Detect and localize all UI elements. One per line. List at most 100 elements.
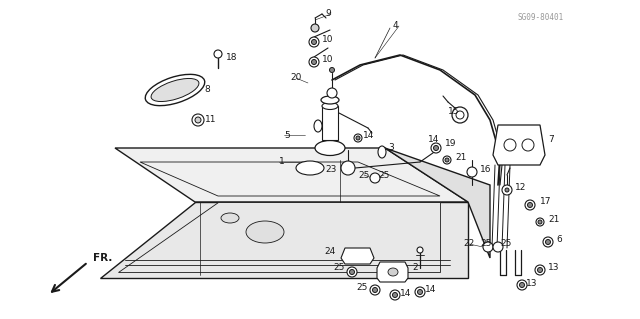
- Polygon shape: [115, 148, 468, 202]
- Text: 25: 25: [333, 263, 345, 272]
- Text: 3: 3: [388, 144, 394, 152]
- Text: 18: 18: [226, 53, 237, 62]
- Circle shape: [431, 143, 441, 153]
- Circle shape: [347, 267, 357, 277]
- Circle shape: [535, 265, 545, 275]
- Circle shape: [538, 220, 542, 224]
- Text: 25: 25: [500, 240, 511, 249]
- Ellipse shape: [452, 107, 468, 123]
- Text: 13: 13: [548, 263, 559, 272]
- Text: 7: 7: [548, 136, 554, 145]
- Text: 2: 2: [412, 263, 418, 272]
- Ellipse shape: [151, 78, 199, 101]
- Ellipse shape: [246, 221, 284, 243]
- Circle shape: [417, 247, 423, 253]
- Text: 9: 9: [325, 10, 331, 19]
- Circle shape: [527, 203, 532, 207]
- Circle shape: [390, 290, 400, 300]
- Circle shape: [445, 158, 449, 162]
- Text: 20: 20: [291, 73, 302, 83]
- Text: 25: 25: [358, 170, 369, 180]
- Text: 15: 15: [448, 108, 460, 116]
- Ellipse shape: [322, 102, 338, 109]
- Circle shape: [214, 50, 222, 58]
- Polygon shape: [100, 202, 468, 278]
- Text: 1: 1: [279, 158, 285, 167]
- Ellipse shape: [296, 161, 324, 175]
- Polygon shape: [493, 125, 545, 165]
- Circle shape: [520, 283, 525, 287]
- Text: 10: 10: [322, 35, 333, 44]
- Text: 25: 25: [480, 240, 492, 249]
- Circle shape: [415, 287, 425, 297]
- Circle shape: [370, 173, 380, 183]
- Circle shape: [467, 167, 477, 177]
- Circle shape: [505, 188, 509, 192]
- Text: SG09-80401: SG09-80401: [518, 13, 564, 22]
- Circle shape: [483, 242, 493, 252]
- Circle shape: [309, 37, 319, 47]
- Text: 14: 14: [400, 288, 412, 298]
- Text: 11: 11: [205, 115, 216, 124]
- Text: 21: 21: [548, 216, 559, 225]
- Circle shape: [311, 24, 319, 32]
- Polygon shape: [377, 262, 408, 282]
- Circle shape: [543, 237, 553, 247]
- Circle shape: [354, 134, 362, 142]
- Circle shape: [443, 156, 451, 164]
- Ellipse shape: [327, 88, 337, 98]
- Circle shape: [525, 200, 535, 210]
- Circle shape: [309, 57, 319, 67]
- Circle shape: [417, 290, 422, 294]
- Text: 8: 8: [204, 85, 210, 94]
- Ellipse shape: [314, 120, 322, 132]
- Text: 23: 23: [326, 166, 337, 174]
- Ellipse shape: [330, 68, 335, 72]
- Ellipse shape: [341, 161, 355, 175]
- Circle shape: [538, 268, 543, 272]
- Ellipse shape: [456, 111, 464, 119]
- Circle shape: [493, 242, 503, 252]
- Text: 6: 6: [556, 235, 562, 244]
- Ellipse shape: [145, 74, 205, 106]
- Circle shape: [192, 114, 204, 126]
- Ellipse shape: [315, 140, 345, 155]
- Circle shape: [195, 117, 201, 123]
- Text: 25: 25: [379, 170, 390, 180]
- Polygon shape: [385, 148, 490, 258]
- Circle shape: [312, 40, 317, 44]
- Polygon shape: [140, 162, 440, 196]
- Circle shape: [536, 218, 544, 226]
- Circle shape: [370, 285, 380, 295]
- Text: 22: 22: [464, 240, 475, 249]
- Text: 14: 14: [428, 136, 440, 145]
- Ellipse shape: [221, 213, 239, 223]
- Text: 10: 10: [322, 56, 333, 64]
- Text: 25: 25: [356, 284, 368, 293]
- Circle shape: [504, 139, 516, 151]
- Circle shape: [356, 136, 360, 140]
- Ellipse shape: [321, 96, 339, 104]
- Text: 14: 14: [425, 286, 436, 294]
- Circle shape: [522, 139, 534, 151]
- Circle shape: [349, 270, 355, 275]
- Text: 21: 21: [455, 153, 467, 162]
- Circle shape: [392, 293, 397, 298]
- Text: 12: 12: [515, 183, 526, 192]
- Ellipse shape: [388, 268, 398, 276]
- Polygon shape: [322, 106, 338, 140]
- Polygon shape: [118, 202, 440, 272]
- Polygon shape: [341, 248, 374, 264]
- Text: 14: 14: [363, 130, 374, 139]
- Text: 13: 13: [526, 278, 538, 287]
- Ellipse shape: [378, 146, 386, 158]
- Text: FR.: FR.: [93, 253, 113, 263]
- Text: 24: 24: [324, 248, 336, 256]
- Text: 4: 4: [393, 21, 399, 31]
- Circle shape: [433, 145, 438, 151]
- Circle shape: [545, 240, 550, 244]
- Text: 16: 16: [480, 166, 492, 174]
- Text: 19: 19: [445, 138, 456, 147]
- Circle shape: [517, 280, 527, 290]
- Circle shape: [502, 185, 512, 195]
